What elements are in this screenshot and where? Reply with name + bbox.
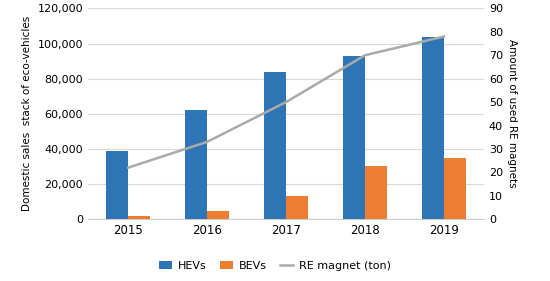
RE magnet (ton) [204, 140, 210, 144]
Bar [422, 37, 444, 219]
Bar [343, 56, 365, 219]
Line: RE magnet (ton): RE magnet (ton) [128, 37, 444, 168]
Y-axis label: Amount of used RE magnets: Amount of used RE magnets [507, 40, 517, 188]
Bar [444, 158, 466, 219]
RE magnet (ton) [283, 100, 289, 104]
Legend: HEVs, BEVs, RE magnet (ton): HEVs, BEVs, RE magnet (ton) [155, 257, 395, 275]
RE magnet (ton) [362, 54, 369, 57]
RE magnet (ton) [441, 35, 447, 38]
Bar [185, 110, 207, 219]
Bar [128, 216, 150, 219]
RE magnet (ton) [125, 166, 131, 169]
Bar [264, 72, 286, 219]
Bar [286, 196, 308, 219]
Bar [365, 166, 387, 219]
Bar [207, 211, 229, 219]
Bar [106, 151, 128, 219]
Y-axis label: Domestic sales  stack of eco-vehicles: Domestic sales stack of eco-vehicles [22, 16, 32, 211]
